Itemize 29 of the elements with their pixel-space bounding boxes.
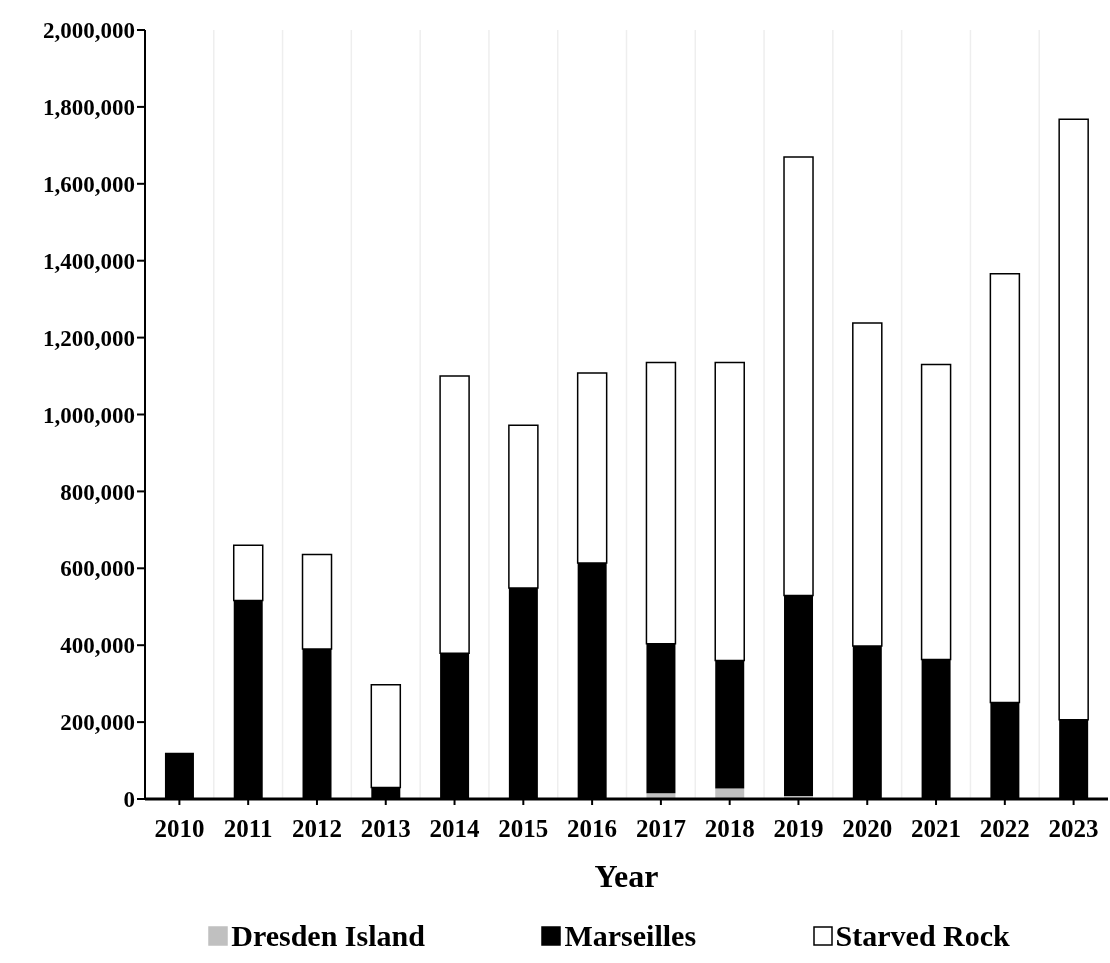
y-tick-label: 1,000,000 (43, 402, 135, 428)
y-tick-label: 800,000 (60, 479, 135, 505)
legend-label: Starved Rock (835, 919, 1010, 953)
y-tick-label: 1,400,000 (43, 248, 135, 274)
x-tick-label: 2019 (773, 814, 824, 842)
x-tick-label: 2014 (429, 814, 481, 842)
y-tick-label: 0 (123, 787, 135, 813)
x-tick-label: 2023 (1048, 814, 1099, 842)
x-tick-label: 2018 (704, 814, 755, 842)
x-tick-label: 2020 (842, 814, 893, 842)
y-tick-label: 600,000 (60, 556, 135, 582)
x-axis-title: Year (594, 858, 659, 894)
x-tick-label: 2015 (498, 814, 549, 842)
x-tick-label: 2022 (979, 814, 1030, 842)
x-tick-label: 2016 (567, 814, 618, 842)
y-tick-label: 400,000 (60, 633, 135, 659)
x-tick-label: 2017 (635, 814, 686, 842)
x-tick-label: 2011 (223, 814, 273, 842)
x-tick-label: 2021 (911, 814, 962, 842)
y-tick-label: 200,000 (60, 710, 135, 736)
x-tick-label: 2013 (360, 814, 411, 842)
y-tick-label: 1,800,000 (43, 95, 135, 121)
x-tick-label: 2010 (154, 814, 205, 842)
y-tick-label: 1,200,000 (43, 325, 135, 351)
y-tick-label: 1,600,000 (43, 171, 135, 197)
y-tick-label: 2,000,000 (43, 18, 135, 44)
legend-label: Marseilles (564, 919, 697, 953)
legend-label: Dresden Island (231, 919, 425, 953)
x-tick-label: 2012 (291, 814, 342, 842)
